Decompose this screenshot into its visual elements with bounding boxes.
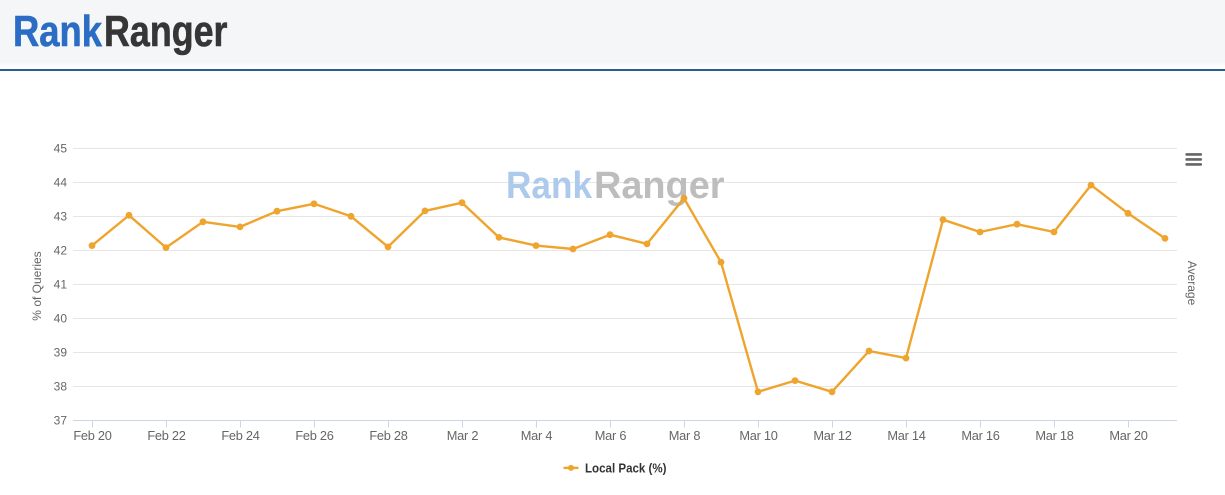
svg-text:Rank: Rank — [13, 7, 102, 56]
svg-text:Mar 20: Mar 20 — [1109, 428, 1147, 443]
svg-text:Feb 28: Feb 28 — [369, 428, 407, 443]
svg-text:Mar 12: Mar 12 — [813, 428, 851, 443]
svg-text:41: 41 — [54, 278, 68, 292]
svg-text:Rank: Rank — [506, 165, 593, 207]
svg-text:39: 39 — [54, 346, 68, 360]
svg-text:37: 37 — [54, 414, 68, 428]
svg-text:Mar 14: Mar 14 — [887, 428, 925, 443]
svg-text:Ranger: Ranger — [104, 7, 228, 56]
svg-text:Mar 6: Mar 6 — [595, 428, 627, 443]
svg-text:Mar 2: Mar 2 — [447, 428, 479, 443]
svg-text:Feb 24: Feb 24 — [221, 428, 259, 443]
svg-text:Mar 8: Mar 8 — [669, 428, 701, 443]
svg-text:38: 38 — [54, 380, 68, 394]
svg-text:43: 43 — [54, 210, 68, 224]
svg-text:40: 40 — [54, 312, 68, 326]
svg-text:Mar 10: Mar 10 — [739, 428, 777, 443]
svg-text:Local Pack (%): Local Pack (%) — [585, 461, 667, 476]
svg-text:Mar 18: Mar 18 — [1035, 428, 1073, 443]
svg-text:Mar 16: Mar 16 — [961, 428, 999, 443]
svg-text:Average: Average — [1185, 261, 1199, 306]
svg-text:Feb 22: Feb 22 — [147, 428, 185, 443]
svg-text:45: 45 — [54, 142, 68, 156]
svg-text:Ranger: Ranger — [594, 165, 725, 207]
svg-text:% of Queries: % of Queries — [30, 251, 44, 320]
svg-text:Feb 20: Feb 20 — [73, 428, 111, 443]
svg-text:42: 42 — [54, 244, 68, 258]
svg-text:Mar 4: Mar 4 — [521, 428, 553, 443]
svg-text:Feb 26: Feb 26 — [295, 428, 333, 443]
svg-text:44: 44 — [54, 176, 68, 190]
